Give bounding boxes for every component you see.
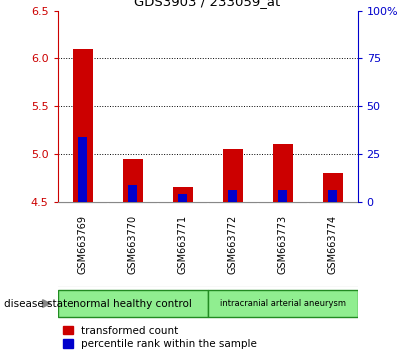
Bar — [323, 173, 342, 202]
Bar — [328, 190, 337, 202]
Bar — [272, 144, 293, 202]
Text: intracranial arterial aneurysm: intracranial arterial aneurysm — [219, 299, 346, 308]
Text: GSM663769: GSM663769 — [78, 215, 88, 274]
Bar — [173, 187, 192, 202]
Text: disease state: disease state — [4, 298, 74, 309]
Bar — [228, 190, 237, 202]
Bar — [73, 49, 92, 202]
Title: GDS3903 / 233059_at: GDS3903 / 233059_at — [134, 0, 281, 8]
Bar — [223, 149, 242, 202]
Bar — [122, 159, 143, 202]
Text: GSM663772: GSM663772 — [228, 215, 238, 274]
Bar — [58, 290, 208, 317]
Bar — [78, 137, 87, 202]
Bar — [178, 194, 187, 202]
Bar — [208, 290, 358, 317]
Text: normal healthy control: normal healthy control — [73, 298, 192, 309]
Bar — [278, 190, 287, 202]
Text: GSM663774: GSM663774 — [328, 215, 337, 274]
Text: GSM663770: GSM663770 — [127, 215, 138, 274]
Text: GSM663773: GSM663773 — [277, 215, 288, 274]
Legend: transformed count, percentile rank within the sample: transformed count, percentile rank withi… — [63, 326, 257, 349]
Text: GSM663771: GSM663771 — [178, 215, 187, 274]
Bar — [128, 184, 137, 202]
